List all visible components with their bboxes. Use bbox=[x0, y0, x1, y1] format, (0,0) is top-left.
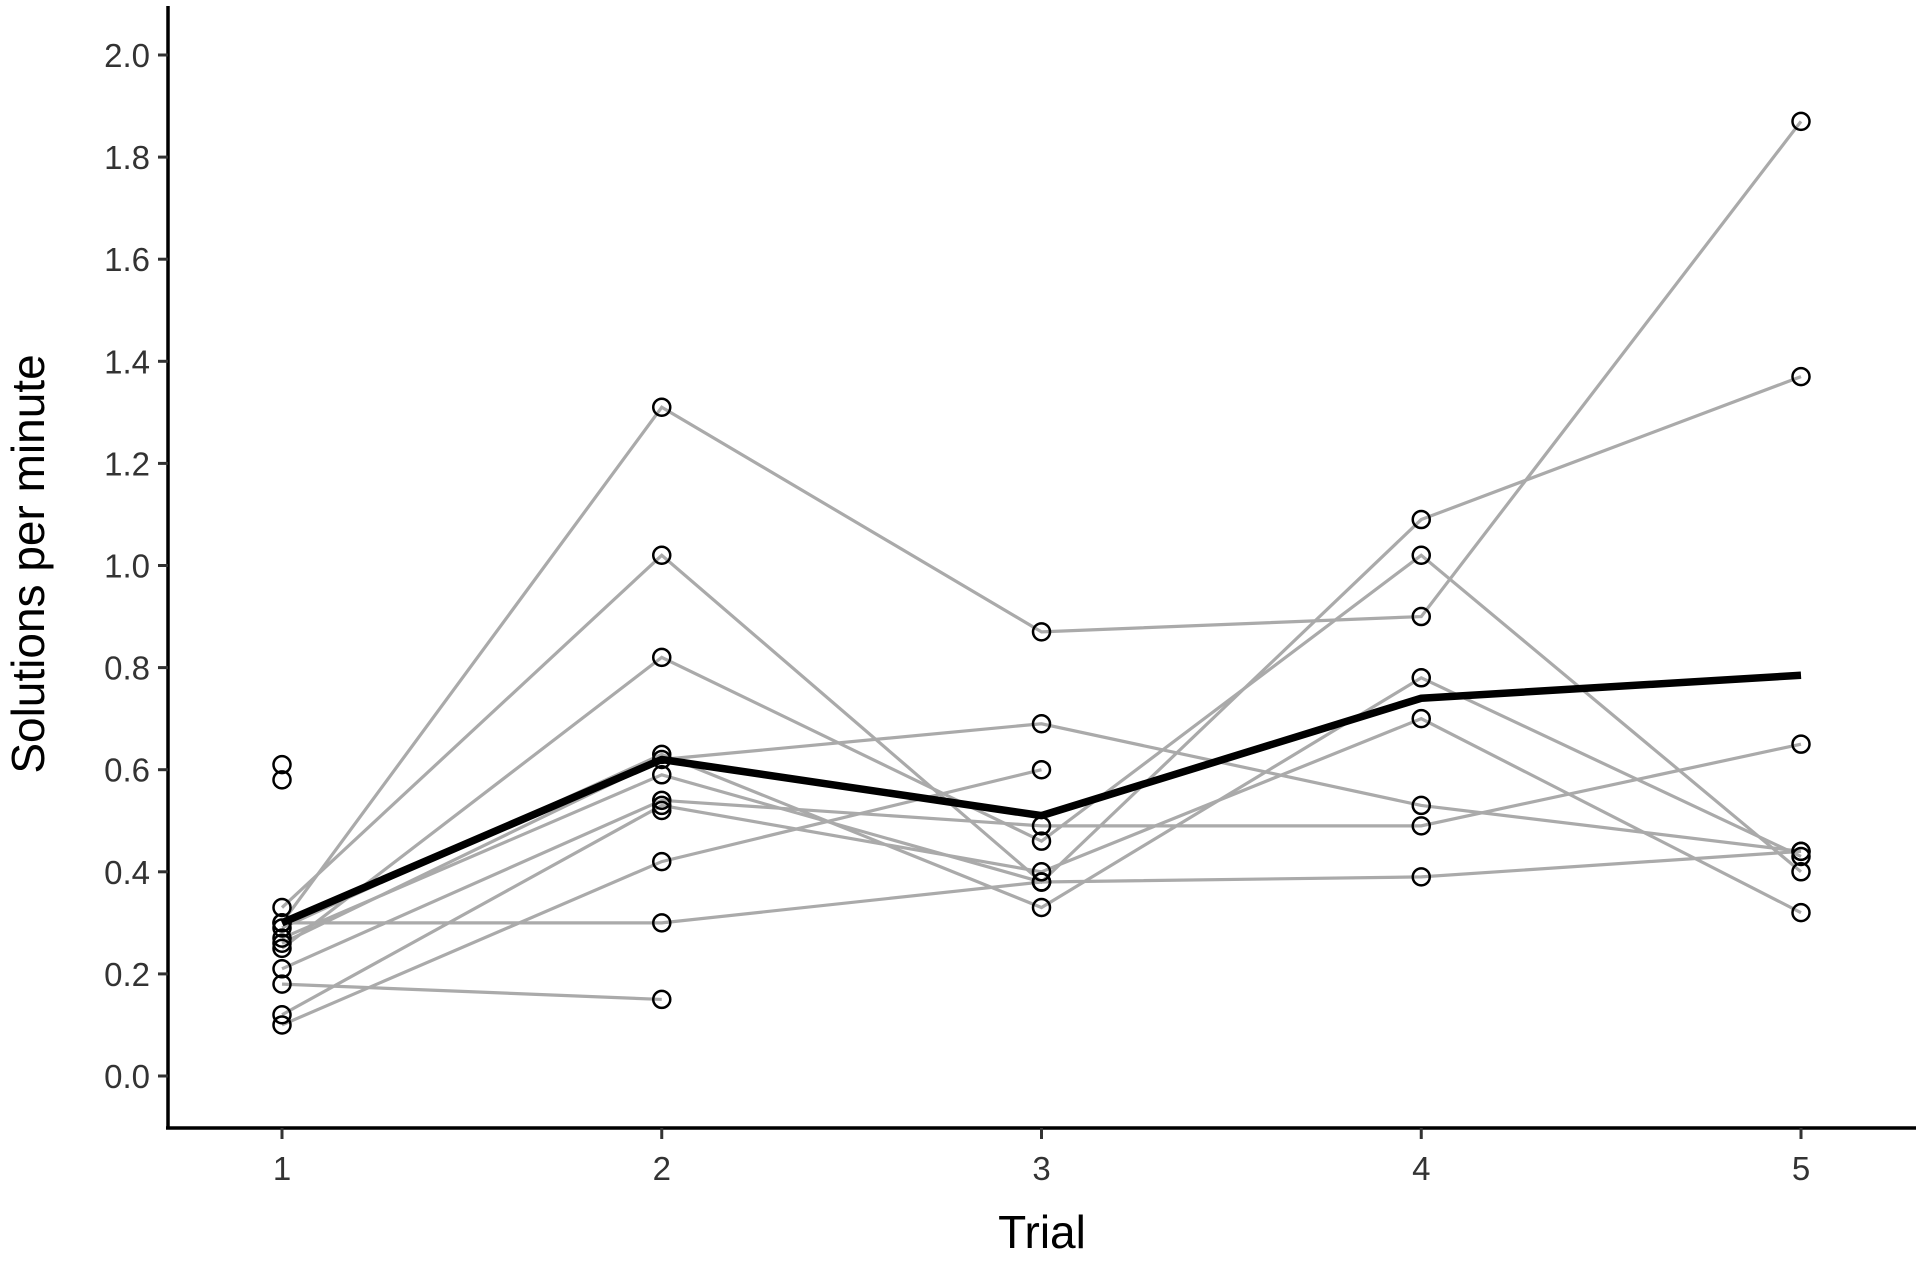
individual-line-5 bbox=[281, 722, 1802, 945]
data-point bbox=[652, 545, 672, 566]
data-point bbox=[1411, 816, 1431, 836]
data-point bbox=[1791, 111, 1811, 132]
data-point bbox=[1411, 606, 1431, 627]
x-tick-label: 5 bbox=[1792, 1150, 1810, 1187]
individual-line-6 bbox=[281, 716, 1802, 1017]
y-tick-label: 0.0 bbox=[104, 1058, 150, 1095]
data-point bbox=[272, 959, 292, 979]
data-point bbox=[1031, 831, 1052, 851]
data-point bbox=[1031, 622, 1052, 642]
data-point bbox=[652, 800, 672, 821]
data-point bbox=[652, 765, 672, 785]
data-point bbox=[272, 933, 292, 954]
data-point bbox=[1411, 509, 1431, 530]
data-point bbox=[1031, 897, 1052, 918]
data-point bbox=[272, 938, 292, 959]
y-tick-label: 1.2 bbox=[104, 445, 150, 482]
data-point bbox=[1031, 759, 1052, 780]
data-point bbox=[1411, 708, 1431, 729]
data-point bbox=[1031, 872, 1052, 892]
data-point bbox=[272, 754, 292, 775]
data-point bbox=[272, 1004, 292, 1025]
y-tick-label: 1.4 bbox=[104, 343, 150, 380]
data-point bbox=[1791, 846, 1811, 867]
data-point bbox=[272, 974, 292, 994]
x-tick-label: 4 bbox=[1412, 1150, 1430, 1187]
mean-line-layer bbox=[280, 671, 1802, 927]
data-point bbox=[1791, 366, 1811, 387]
data-point bbox=[1031, 862, 1052, 882]
data-point bbox=[1031, 714, 1052, 734]
data-point bbox=[1791, 734, 1811, 754]
data-point bbox=[652, 795, 672, 816]
individual-line-7 bbox=[281, 742, 1802, 971]
data-point bbox=[652, 744, 672, 765]
data-point bbox=[652, 989, 672, 1010]
y-tick-label: 0.8 bbox=[104, 650, 150, 687]
individual-line-1 bbox=[280, 120, 1803, 924]
y-tick-label: 1.6 bbox=[104, 241, 150, 278]
data-point bbox=[272, 918, 292, 938]
individual-line-11 bbox=[281, 982, 662, 1002]
data-point bbox=[652, 851, 672, 872]
data-point bbox=[652, 913, 672, 933]
x-tick-label: 1 bbox=[273, 1150, 291, 1187]
data-point bbox=[652, 647, 672, 668]
y-tick-label: 1.0 bbox=[104, 548, 150, 585]
x-axis-ticks: 1 2 3 4 5 bbox=[273, 1128, 1810, 1187]
data-point bbox=[1411, 668, 1431, 688]
data-point bbox=[652, 397, 672, 417]
data-point bbox=[652, 790, 672, 811]
data-point bbox=[272, 1015, 292, 1035]
data-point bbox=[272, 913, 292, 933]
y-axis-title: Solutions per minute bbox=[2, 354, 54, 773]
x-tick-label: 3 bbox=[1032, 1150, 1050, 1187]
data-point bbox=[1791, 841, 1811, 862]
individual-line-9 bbox=[282, 880, 1042, 925]
data-point bbox=[652, 749, 672, 770]
data-point bbox=[1031, 816, 1052, 836]
y-tick-label: 2.0 bbox=[104, 37, 150, 74]
mean-line bbox=[280, 671, 1802, 927]
data-point bbox=[1791, 902, 1811, 923]
y-tick-label: 0.2 bbox=[104, 956, 150, 993]
y-tick-label: 0.4 bbox=[104, 854, 150, 891]
x-axis-title: Trial bbox=[998, 1206, 1086, 1258]
y-tick-label: 0.6 bbox=[104, 752, 150, 789]
data-point bbox=[1411, 545, 1431, 566]
data-point bbox=[272, 897, 292, 918]
individual-line-8 bbox=[281, 773, 1802, 940]
y-axis-ticks: 0.0 0.2 0.4 0.6 0.8 1.0 1.2 1.4 1.6 1.8 2.0 bbox=[104, 37, 168, 1095]
data-point bbox=[1411, 867, 1431, 887]
y-tick-label: 1.8 bbox=[104, 139, 150, 176]
data-point bbox=[1791, 862, 1811, 882]
x-tick-label: 2 bbox=[653, 1150, 671, 1187]
data-point bbox=[272, 770, 292, 790]
data-points bbox=[272, 111, 1811, 1035]
data-point bbox=[1411, 795, 1431, 816]
data-point bbox=[272, 928, 292, 948]
individual-line-3 bbox=[281, 553, 1803, 950]
